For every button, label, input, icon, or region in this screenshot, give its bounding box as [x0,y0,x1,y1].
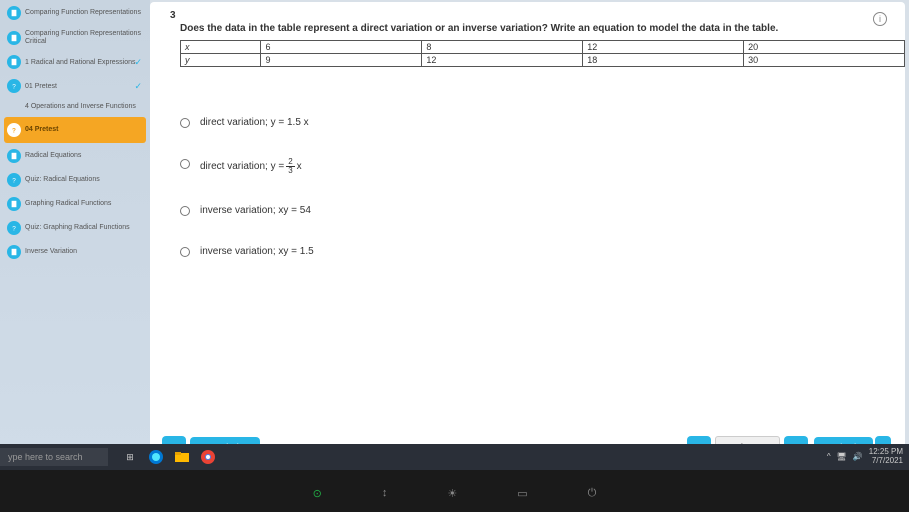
doc-icon [7,245,21,259]
table-row: x 6 8 12 20 [181,41,905,54]
question-icon: ? [7,123,21,137]
sidebar-item-label: Quiz: Graphing Radical Functions [25,224,143,232]
data-table: x 6 8 12 20 y 9 12 18 30 [180,40,905,67]
option[interactable]: inverse variation; xy = 1.5 [180,246,905,257]
sidebar-item-active[interactable]: ? 04 Pretest [4,117,146,143]
taskbar-apps: ⊞ [122,449,216,465]
sidebar-item[interactable]: Comparing Function Representations [4,2,146,24]
question-text: Does the data in the table represent a d… [180,23,885,34]
doc-icon [7,6,21,20]
sidebar-item-label: 01 Pretest [25,83,143,91]
svg-text:?: ? [12,225,16,232]
info-icon[interactable]: i [873,12,887,26]
doc-icon [7,197,21,211]
sidebar-item[interactable]: Inverse Variation [4,241,146,263]
sidebar-item-label: Comparing Function Representations Criti… [25,30,143,45]
taskbar-search[interactable]: ype here to search [0,448,108,466]
table-cell: 8 [422,41,583,54]
table-cell: 12 [583,41,744,54]
sidebar-item[interactable]: 1 Radical and Rational Expressions ✓ [4,51,146,73]
option-radio[interactable] [180,159,190,169]
option[interactable]: direct variation; y = 1.5 x [180,117,905,128]
option-radio[interactable] [180,206,190,216]
monitor-button[interactable]: ⊙ [313,487,322,500]
system-tray[interactable]: ^ 🖥 🔊 12:25 PM 7/7/2021 [827,448,909,466]
table-cell: 20 [744,41,905,54]
sidebar-item[interactable]: Radical Equations [4,145,146,167]
table-cell: 9 [261,54,422,67]
table-cell: 18 [583,54,744,67]
option-label: direct variation; y = 2 3 x [200,158,302,175]
svg-text:?: ? [12,127,16,134]
sidebar-item-label: Inverse Variation [25,248,143,256]
sidebar-item[interactable]: Comparing Function Representations Criti… [4,26,146,49]
sidebar-item[interactable]: ? 01 Pretest ✓ [4,75,146,97]
explorer-icon[interactable] [174,449,190,465]
monitor-button[interactable]: ▭ [517,487,527,500]
clock[interactable]: 12:25 PM 7/7/2021 [869,448,903,466]
question-icon: ? [7,79,21,93]
doc-icon [7,149,21,163]
chrome-icon[interactable] [200,449,216,465]
answer-options: direct variation; y = 1.5 x direct varia… [180,117,905,287]
network-icon[interactable]: 🖥 [837,453,847,462]
sidebar-item-label: Graphing Radical Functions [25,200,143,208]
sidebar-item-label: Quiz: Radical Equations [25,176,143,184]
sidebar-item[interactable]: 4 Operations and Inverse Functions [4,99,146,115]
tray-chevron-icon[interactable]: ^ [827,453,831,462]
monitor-power[interactable]: ⏻ [588,487,597,500]
option-radio[interactable] [180,247,190,257]
sidebar-item-label: 1 Radical and Rational Expressions [25,59,143,67]
check-icon: ✓ [134,81,142,92]
fraction: 2 3 [286,158,294,175]
sidebar-item[interactable]: ? Quiz: Graphing Radical Functions [4,217,146,239]
question-icon: ? [7,221,21,235]
sidebar-item-label: Comparing Function Representations [25,9,143,17]
sidebar-item-label: Radical Equations [25,152,143,160]
option-label: inverse variation; xy = 54 [200,205,311,216]
monitor-controls: ⊙ ↕ ☀ ▭ ⏻ [0,478,909,508]
svg-text:?: ? [12,84,16,91]
sidebar-item[interactable]: ? Quiz: Radical Equations [4,169,146,191]
doc-icon [7,31,21,45]
table-cell: 12 [422,54,583,67]
monitor-button[interactable]: ☀ [447,487,457,500]
sidebar-item-label: 04 Pretest [25,126,143,134]
edge-icon[interactable] [148,449,164,465]
question-panel: i 3 Does the data in the table represent… [150,2,905,468]
question-icon: ? [7,173,21,187]
windows-taskbar[interactable]: ype here to search ⊞ ^ 🖥 🔊 12:25 PM 7/7/… [0,444,909,470]
doc-icon [7,55,21,69]
option-label: inverse variation; xy = 1.5 [200,246,314,257]
question-number: 3 [170,10,905,21]
option[interactable]: inverse variation; xy = 54 [180,205,905,216]
volume-icon[interactable]: 🔊 [853,453,863,462]
table-cell: 6 [261,41,422,54]
sidebar-item-label: 4 Operations and Inverse Functions [25,103,143,111]
option-label: direct variation; y = 1.5 x [200,117,309,128]
task-view-icon[interactable]: ⊞ [122,449,138,465]
svg-text:?: ? [12,177,16,184]
sidebar-item[interactable]: Graphing Radical Functions [4,193,146,215]
table-cell: y [181,54,261,67]
table-row: y 9 12 18 30 [181,54,905,67]
table-cell: x [181,41,261,54]
table-cell: 30 [744,54,905,67]
course-sidebar: Comparing Function Representations Compa… [0,0,150,470]
check-icon: ✓ [134,57,142,68]
option-radio[interactable] [180,118,190,128]
monitor-button[interactable]: ↕ [382,487,388,499]
option[interactable]: direct variation; y = 2 3 x [180,158,905,175]
